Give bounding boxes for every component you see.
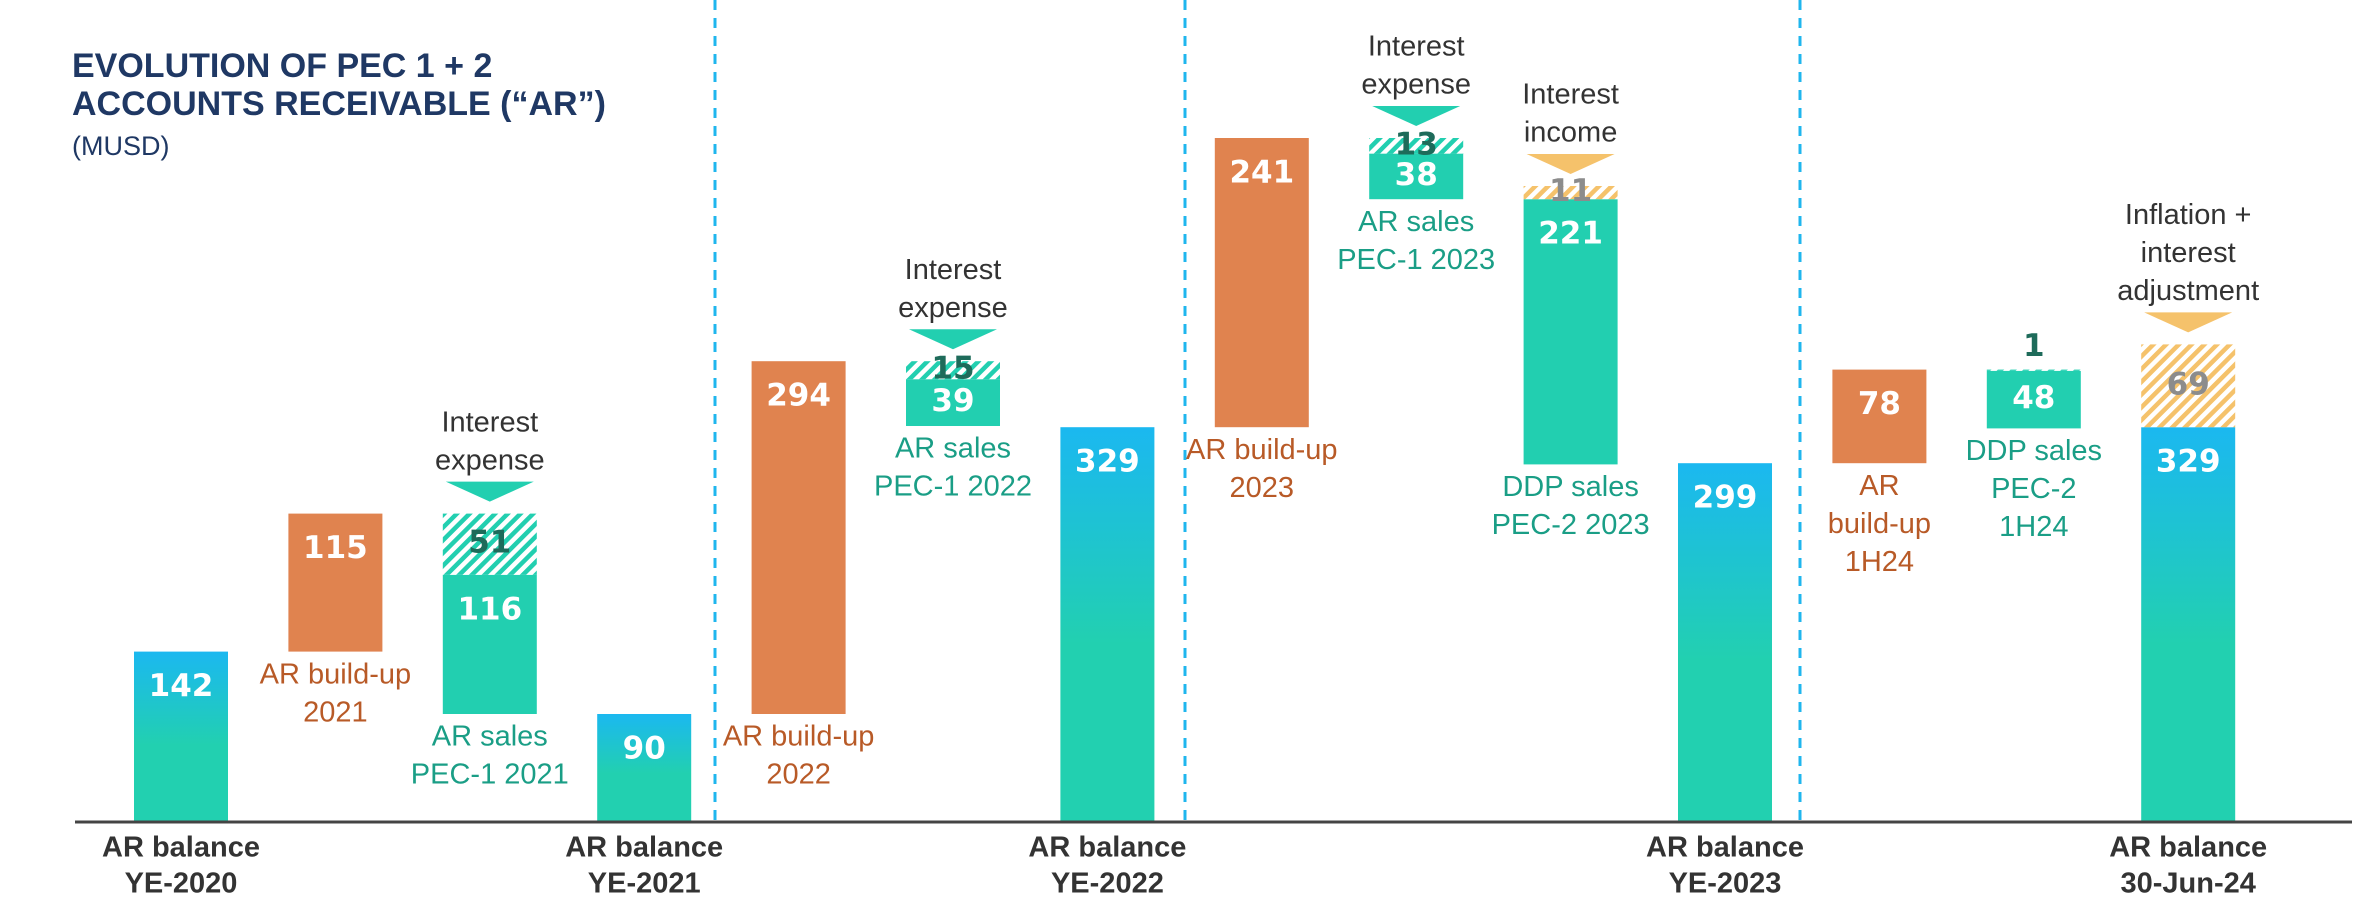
value-label: 142: [149, 668, 214, 704]
hatched-segment: [906, 361, 1000, 380]
bar-label: AR build-up: [1186, 434, 1338, 466]
annotation: Inflation +: [2125, 199, 2252, 231]
annotation: Interest: [1368, 31, 1465, 63]
bar: [2141, 427, 2236, 822]
x-tick-label: AR balance: [1646, 832, 1804, 864]
hatched-segment: [1986, 369, 2081, 371]
chart-title: EVOLUTION OF PEC 1 + 2: [72, 47, 492, 85]
annotation: interest: [2141, 237, 2236, 269]
bar-label: AR sales: [1358, 206, 1474, 238]
bar-label: DDP sales: [1502, 471, 1638, 503]
annotation: expense: [435, 444, 545, 476]
annotation-arrow: [1372, 106, 1461, 126]
hatched-segment: [2141, 344, 2236, 428]
annotation: income: [1524, 117, 1618, 149]
value-label: 241: [1229, 155, 1294, 191]
bar: [442, 574, 537, 714]
segment-value-label: 51: [468, 525, 511, 561]
bar: [1832, 369, 1927, 464]
annotation-arrow: [1526, 154, 1615, 174]
hatched-segment: [1523, 186, 1618, 200]
value-label: 115: [303, 530, 368, 566]
value-label: 38: [1395, 157, 1438, 193]
bar: [1214, 138, 1309, 428]
annotation: expense: [898, 292, 1008, 324]
x-tick-label: YE-2020: [125, 868, 238, 899]
value-label: 48: [2012, 380, 2055, 416]
annotation-arrow: [2144, 312, 2233, 333]
segment-value-label: 13: [1395, 126, 1438, 162]
bar-label: PEC-2: [1991, 473, 2076, 505]
bar: [1060, 427, 1155, 822]
hatched-segment: [1369, 138, 1464, 154]
bar-label: 2023: [1230, 472, 1295, 504]
bar: [1369, 153, 1464, 200]
hatched-segment: [442, 513, 537, 575]
bar: [751, 361, 846, 714]
annotation: expense: [1361, 69, 1471, 101]
value-label: 329: [1075, 444, 1140, 480]
bar-label: AR build-up: [260, 658, 412, 690]
bar-label: 2021: [303, 696, 368, 728]
chart-title: ACCOUNTS RECEIVABLE (“AR”): [72, 85, 606, 123]
chart-subtitle: (MUSD): [72, 131, 169, 161]
bar-label: PEC-2 2023: [1492, 509, 1650, 541]
bar-label: build-up: [1828, 508, 1931, 540]
bar-label: AR: [1859, 470, 1899, 502]
segment-value-label: 1: [2023, 328, 2045, 364]
bar-label: AR build-up: [723, 721, 875, 753]
value-label: 294: [766, 378, 831, 414]
x-tick-label: 30-Jun-24: [2121, 868, 2256, 899]
annotation: Interest: [905, 254, 1002, 286]
bar-label: 1H24: [1999, 511, 2068, 543]
bar-label: PEC-1 2021: [411, 759, 569, 791]
annotation: Interest: [1522, 79, 1619, 111]
bar: [1523, 199, 1618, 465]
x-tick-label: AR balance: [102, 832, 260, 864]
annotation-arrow: [909, 329, 997, 350]
bar-label: AR sales: [432, 721, 548, 753]
bar-label: PEC-1 2022: [874, 471, 1032, 503]
bar-label: DDP sales: [1966, 435, 2102, 467]
annotation: Interest: [441, 406, 538, 438]
value-label: 39: [931, 383, 974, 419]
annotation: adjustment: [2117, 275, 2259, 307]
value-label: 90: [623, 731, 666, 767]
segment-value-label: 11: [1549, 173, 1592, 209]
value-label: 329: [2156, 444, 2221, 480]
segment-value-label: 69: [2167, 366, 2210, 402]
bar: [906, 379, 1000, 426]
value-label: 299: [1693, 480, 1758, 516]
x-tick-label: YE-2023: [1669, 868, 1782, 899]
value-label: 221: [1538, 216, 1603, 252]
annotation-arrow: [445, 481, 534, 502]
x-tick-label: YE-2021: [588, 868, 701, 899]
bar: [1678, 463, 1772, 822]
x-tick-label: AR balance: [2109, 832, 2267, 864]
bar: [134, 651, 228, 822]
bar-label: AR sales: [895, 433, 1011, 465]
bar: [288, 513, 383, 652]
bar: [1986, 370, 2081, 429]
segment-value-label: 15: [931, 351, 974, 387]
value-label: 78: [1858, 386, 1901, 422]
x-tick-label: AR balance: [565, 832, 723, 864]
bar-label: 2022: [766, 759, 831, 791]
x-tick-label: AR balance: [1028, 832, 1186, 864]
bar-label: PEC-1 2023: [1337, 244, 1495, 276]
value-label: 116: [457, 591, 522, 627]
x-tick-label: YE-2022: [1051, 868, 1164, 899]
bar-label: 1H24: [1845, 546, 1914, 578]
bar: [597, 714, 692, 822]
